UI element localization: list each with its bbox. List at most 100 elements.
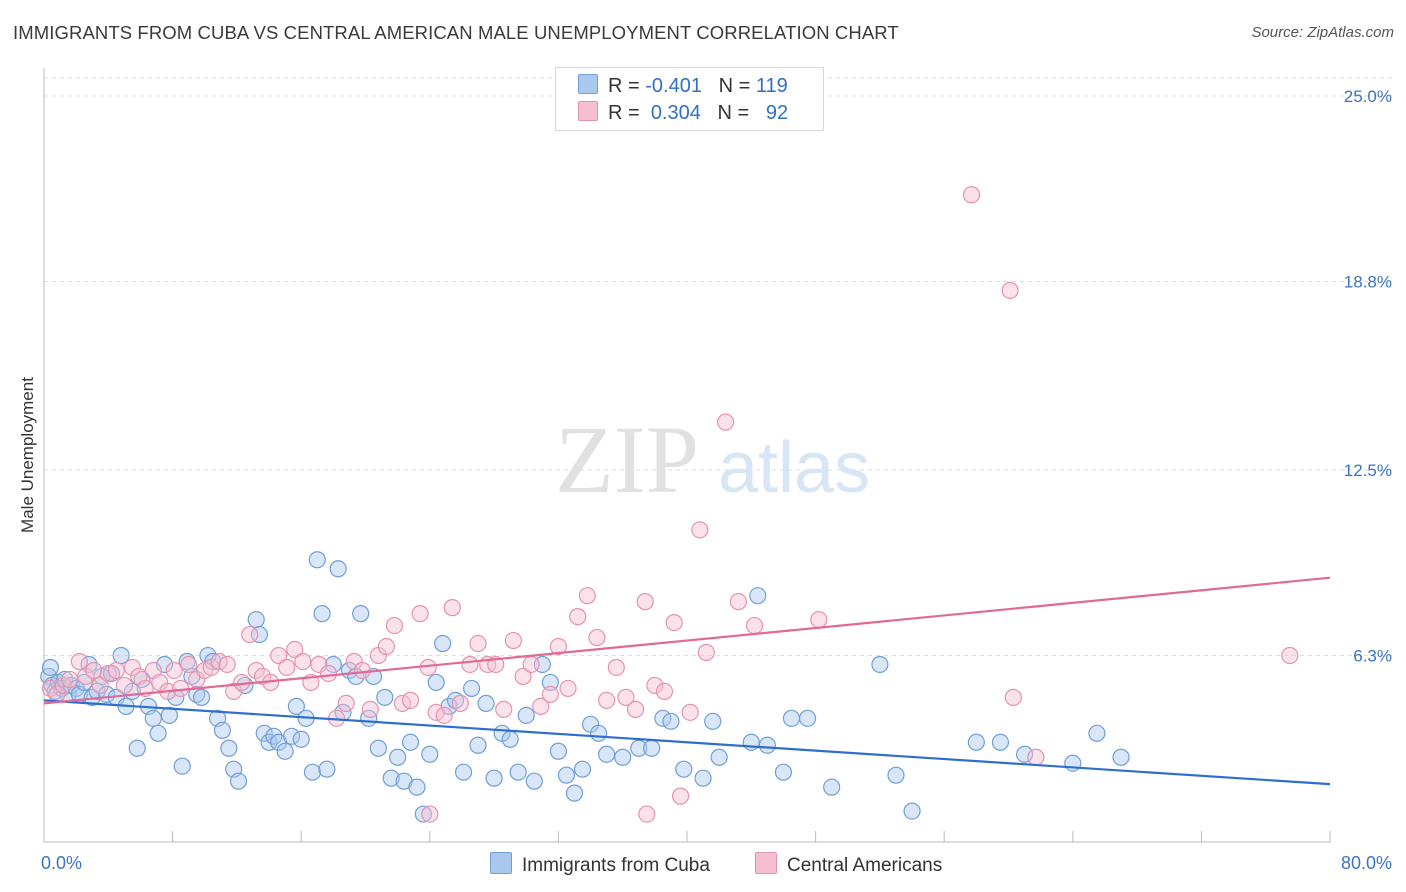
legend-r-label: R = (608, 75, 646, 97)
point-central (247, 661, 265, 680)
point-central (532, 697, 550, 715)
point-cuba (149, 724, 167, 742)
legend-item-cuba: Immigrants from Cuba (490, 852, 710, 877)
gridlines (44, 77, 1394, 657)
point-cuba (525, 772, 543, 790)
point-cuba (192, 688, 211, 706)
point-cuba (1088, 724, 1106, 742)
point-cuba (565, 784, 584, 802)
legend-item-label: Immigrants from Cuba (522, 855, 710, 876)
point-cuba (308, 551, 326, 569)
point-cuba (389, 748, 407, 766)
point-cuba (454, 763, 473, 781)
point-central (1027, 748, 1045, 766)
point-cuba (318, 760, 336, 778)
point-cuba (250, 625, 269, 644)
point-cuba (675, 760, 693, 778)
point-central (716, 413, 735, 431)
legend-n-value: 119 (755, 75, 788, 97)
source-credit: Source: ZipAtlas.com (1251, 24, 1394, 41)
y-tick-label: 18.8% (1344, 273, 1392, 292)
point-central (588, 628, 606, 647)
point-central (495, 700, 513, 718)
point-central (504, 631, 522, 650)
point-cuba (276, 742, 294, 760)
series-legend: Immigrants from Cuba Central Americans (0, 852, 1406, 878)
point-central (638, 805, 656, 823)
x-tick-label: 0.0% (41, 853, 82, 873)
point-central (241, 625, 259, 644)
point-cuba (1112, 748, 1130, 766)
point-cuba (462, 679, 481, 698)
point-cuba (573, 760, 592, 778)
point-central (1004, 688, 1022, 706)
point-central (294, 652, 312, 671)
point-cuba (887, 766, 905, 784)
point-central (361, 700, 379, 718)
legend-r-value: -0.401 (645, 75, 702, 97)
point-cuba (324, 655, 342, 674)
point-cuba (967, 733, 985, 751)
point-cuba (749, 587, 767, 605)
tick-labels: 6.3% 12.5% 18.8% 25.0% 0.0% 80.0% (41, 87, 1392, 873)
legend-swatch-pink (755, 852, 777, 874)
point-central (522, 655, 540, 674)
point-central (469, 634, 487, 653)
point-cuba (557, 766, 576, 784)
legend-item-label: Central Americans (787, 855, 943, 876)
point-central (319, 664, 338, 683)
point-cuba (1015, 745, 1034, 763)
trend-lines (43, 576, 1331, 786)
point-cuba (382, 769, 400, 787)
point-central (729, 593, 748, 611)
correlation-legend: R = -0.401 N = 119 R = 0.304 N = 92 (555, 67, 824, 131)
point-central (578, 587, 596, 605)
point-cuba (408, 778, 426, 796)
point-central (385, 616, 404, 635)
point-central (549, 637, 568, 656)
point-central (541, 685, 559, 704)
point-central (598, 691, 616, 709)
point-central (636, 593, 654, 611)
trend-line-cuba (43, 699, 1331, 786)
point-cuba (369, 739, 387, 757)
point-cuba (287, 697, 305, 715)
point-central (286, 640, 304, 659)
point-central (165, 661, 183, 680)
point-central (626, 700, 645, 718)
point-cuba (509, 763, 527, 781)
point-cuba (541, 673, 559, 692)
point-central (61, 670, 79, 689)
point-cuba (446, 691, 465, 709)
point-central (559, 679, 577, 698)
legend-row-central: R = 0.304 N = 92 (578, 101, 788, 127)
point-central (691, 521, 709, 539)
point-central (91, 676, 109, 695)
x-tick-label: 80.0% (1341, 853, 1392, 873)
point-cuba (401, 733, 420, 751)
point-cuba (710, 748, 728, 766)
point-central (655, 682, 674, 701)
point-central (41, 679, 60, 698)
point-central (353, 661, 371, 680)
point-cuba (501, 730, 519, 748)
chart-title: IMMIGRANTS FROM CUBA VS CENTRAL AMERICAN… (13, 22, 899, 43)
point-cuba (589, 724, 608, 742)
point-cuba (469, 736, 487, 754)
point-central (962, 186, 981, 204)
point-cuba (903, 802, 921, 820)
point-central (107, 661, 125, 680)
point-cuba (303, 763, 322, 781)
point-cuba (427, 673, 445, 692)
point-cuba (352, 605, 370, 623)
point-cuba (421, 745, 439, 763)
point-cuba (614, 748, 632, 766)
point-cuba (282, 727, 301, 745)
point-central (85, 661, 103, 680)
legend-r-label: R = (608, 102, 646, 124)
point-cuba (782, 709, 801, 727)
point-cuba (376, 688, 394, 706)
y-tick-label: 6.3% (1353, 647, 1392, 666)
point-cuba (662, 712, 680, 730)
legend-n-label: N = (717, 102, 755, 124)
